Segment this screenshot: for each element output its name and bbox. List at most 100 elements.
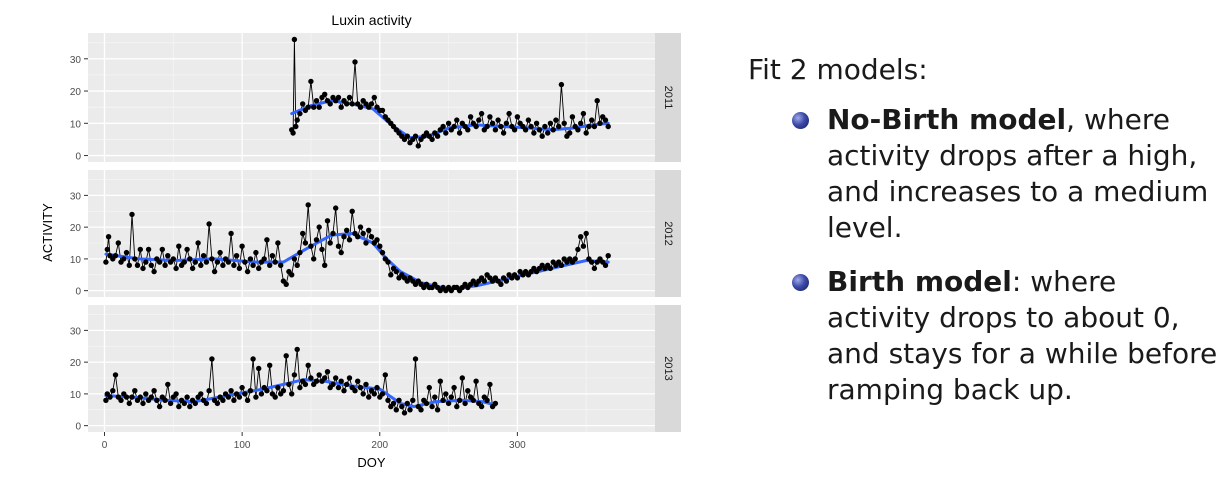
data-point — [360, 230, 366, 237]
data-point — [302, 240, 309, 246]
data-point — [151, 388, 157, 394]
data-point — [344, 227, 350, 233]
notes-intro: Fit 2 models: — [748, 53, 928, 86]
y-tick-label: 20 — [70, 358, 82, 369]
bullet-icon — [792, 112, 809, 129]
data-point — [330, 230, 336, 237]
data-point — [239, 384, 245, 391]
data-point — [602, 117, 609, 123]
data-point — [253, 394, 259, 400]
data-point — [293, 123, 299, 130]
data-point — [283, 353, 289, 359]
data-point — [333, 375, 339, 381]
y-tick-label: 10 — [70, 255, 82, 266]
data-point — [445, 400, 452, 407]
data-point — [456, 130, 463, 136]
data-point — [126, 262, 132, 268]
data-point — [214, 259, 221, 265]
data-point — [522, 127, 529, 133]
data-point — [192, 400, 198, 407]
data-point — [426, 384, 432, 391]
data-point — [487, 381, 493, 388]
data-point — [390, 400, 397, 407]
data-point — [129, 394, 135, 400]
data-point — [487, 114, 493, 120]
data-point — [572, 256, 578, 262]
model-name: No-Birth model — [827, 103, 1067, 136]
data-point — [575, 127, 581, 133]
data-point — [440, 397, 446, 403]
data-point — [104, 246, 111, 253]
data-point — [382, 372, 388, 378]
data-point — [267, 262, 273, 268]
data-point — [360, 391, 366, 397]
data-point — [338, 104, 344, 110]
data-point — [156, 403, 163, 410]
data-point — [256, 265, 262, 272]
data-point — [291, 36, 298, 43]
data-point — [451, 384, 457, 391]
data-point — [140, 265, 146, 272]
data-point — [346, 375, 353, 381]
data-point — [602, 262, 609, 268]
data-point — [228, 230, 234, 237]
facet-strip — [655, 170, 681, 297]
facet-panel-2013: 0 10 20 30 2013 — [70, 305, 681, 433]
data-point — [181, 259, 187, 265]
data-point — [121, 256, 127, 262]
data-point — [187, 403, 193, 410]
data-point — [594, 98, 600, 104]
data-point — [176, 243, 182, 249]
data-point — [525, 117, 532, 123]
data-point — [580, 110, 587, 117]
data-point — [283, 281, 289, 287]
panel-background — [88, 305, 655, 432]
data-point — [198, 391, 204, 397]
data-point — [220, 262, 226, 268]
model-name: Birth model — [827, 265, 1012, 298]
data-point — [357, 384, 364, 391]
facet-chart: Luxin activity 0 10 20 30 2011 0 10 20 30 2012 0 10 2… — [40, 12, 681, 470]
data-point — [393, 407, 399, 413]
data-point — [327, 240, 333, 246]
x-tick-label: 200 — [371, 440, 388, 451]
data-point — [558, 262, 565, 268]
data-point — [440, 123, 446, 130]
data-point — [239, 243, 245, 249]
facet-strip-label: 2012 — [662, 221, 674, 245]
y-axis-label: ACTIVITY — [40, 203, 55, 262]
data-point — [132, 388, 138, 394]
data-point — [580, 243, 587, 249]
data-point — [415, 143, 421, 149]
model-description: , where activity drops after a high, and… — [827, 103, 1209, 244]
data-point — [401, 410, 408, 416]
y-tick-label: 30 — [70, 55, 82, 66]
data-point — [498, 123, 504, 130]
data-point — [220, 397, 226, 403]
panel-background — [88, 170, 655, 297]
model-item-birth: Birth model: where activity drops to abo… — [792, 264, 1218, 408]
data-point — [244, 397, 251, 403]
data-point — [545, 130, 551, 136]
data-point — [528, 123, 534, 130]
y-tick-label: 0 — [75, 422, 81, 433]
data-point — [366, 227, 372, 233]
data-point — [569, 114, 576, 120]
data-point — [357, 104, 364, 110]
data-point — [379, 391, 386, 397]
data-point — [123, 394, 130, 400]
chart-svg: Luxin activity 0 10 20 30 2011 0 10 20 30 2012 0 10 2… — [40, 12, 681, 470]
data-point — [112, 372, 119, 378]
data-point — [244, 268, 251, 275]
data-point — [305, 362, 311, 368]
data-point — [553, 117, 559, 123]
data-point — [338, 249, 344, 256]
data-point — [305, 104, 311, 110]
data-point — [467, 114, 474, 120]
bullet-icon — [792, 274, 809, 291]
data-point — [407, 407, 413, 413]
data-point — [355, 234, 361, 240]
data-point — [575, 246, 581, 253]
data-point — [206, 388, 212, 394]
data-point — [217, 249, 223, 256]
